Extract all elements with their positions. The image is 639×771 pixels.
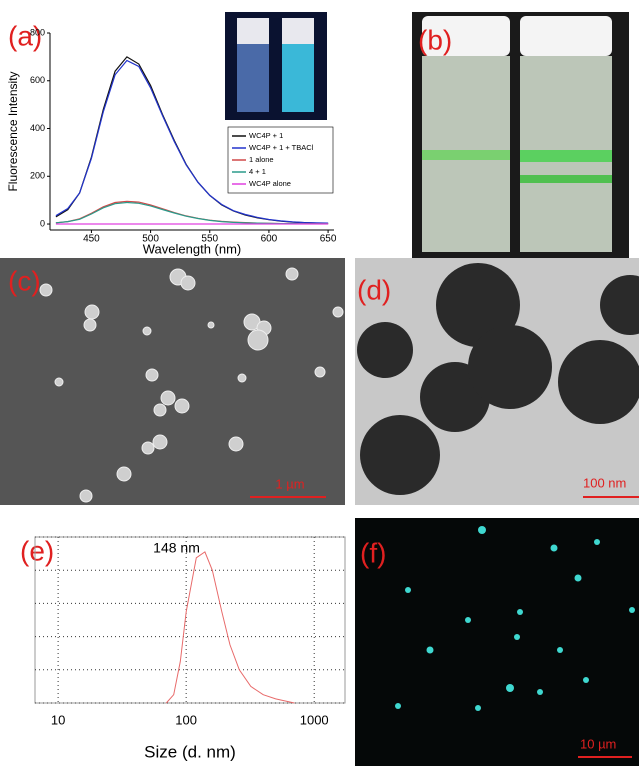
data-line [166,552,294,703]
panel-label: (e) [20,535,54,566]
panel-label: (b) [418,24,452,55]
scale-bar-label: 100 nm [583,475,626,490]
x-tick-label: 100 [175,712,197,727]
tem-image [355,258,639,505]
inset-photo [225,12,327,120]
x-tick-label: 650 [320,234,337,245]
y-tick-label: 400 [30,123,45,133]
y-tick-label: 0 [40,218,45,228]
plot-frame [35,537,345,703]
legend-label: WC4P + 1 + TBACl [249,143,314,152]
legend-label: 1 alone [249,155,274,164]
legend-label: WC4P alone [249,179,291,188]
panel-label: (f) [360,537,386,568]
data-line [56,203,328,224]
panel-label: (c) [8,265,41,296]
legend-label: 4 + 1 [249,167,266,176]
x-tick-label: 450 [83,234,100,245]
x-tick-label: 1000 [300,712,329,727]
sem-image [0,258,345,505]
panel-label: (d) [357,274,391,305]
x-axis-title: Wavelength (nm) [143,241,242,256]
y-axis-title: Fluorescence Intensity [6,71,20,191]
x-axis-title: Size (d. nm) [144,742,236,761]
y-tick-label: 800 [30,27,45,37]
annotation: 148 nm [153,540,200,556]
y-tick-label: 200 [30,171,45,181]
scale-bar-label: 10 µm [580,736,616,751]
figure: 1 µm 100 nm 10 µm (a) (b) (c) (d) (e) (f… [0,0,639,766]
scale-bar-label: 1 µm [275,476,304,491]
x-tick-label: 10 [51,712,65,727]
legend-label: WC4P + 1 [249,131,283,140]
y-tick-label: 600 [30,75,45,85]
fluorescence-image [355,518,639,766]
x-tick-label: 600 [261,234,278,245]
data-line [56,201,328,224]
